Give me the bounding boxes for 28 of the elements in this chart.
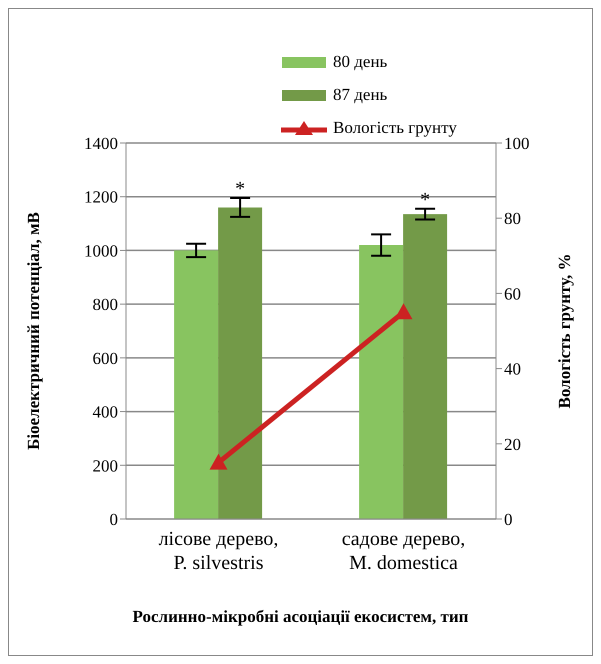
y2-tick-label: 0: [504, 510, 512, 530]
y2-axis-title: Вологість грунту, %: [555, 254, 574, 408]
y-tick-label: 200: [92, 456, 118, 476]
annotation: *: [420, 188, 430, 211]
y-axis-title: Біоелектричний потенціал, мВ: [24, 212, 44, 450]
legend-label: 87 день: [333, 84, 388, 104]
y2-tick-label: 20: [504, 434, 521, 454]
x-tick-label: садове дерево, M. domestica: [342, 528, 466, 574]
x-axis-title: Рослинно-мікробні асоціації екосистем, тип: [132, 607, 470, 627]
y-tick-label: 400: [92, 402, 118, 422]
bar: [174, 250, 218, 519]
y2-tick-label: 100: [504, 134, 530, 154]
y2-tick-label: 40: [504, 360, 521, 379]
legend-label: 80 день: [333, 52, 388, 72]
bar: [359, 245, 404, 519]
annotation: *: [235, 178, 246, 200]
x-tick-label: лісове дерево, P. silvestris: [158, 528, 278, 574]
y-tick-label: 1400: [84, 134, 118, 154]
y-tick-label: 0: [110, 510, 118, 530]
y-tick-label: 600: [92, 348, 118, 368]
y2-tick-label: 80: [504, 209, 521, 228]
bar: [218, 207, 262, 519]
bar: [403, 214, 448, 519]
y2-tick-label: 60: [504, 284, 521, 304]
legend-label: Вологість грунту: [333, 118, 457, 138]
y-tick-label: 800: [92, 295, 118, 314]
y-tick-label: 1000: [84, 241, 118, 260]
y-tick-label: 1200: [84, 188, 118, 207]
